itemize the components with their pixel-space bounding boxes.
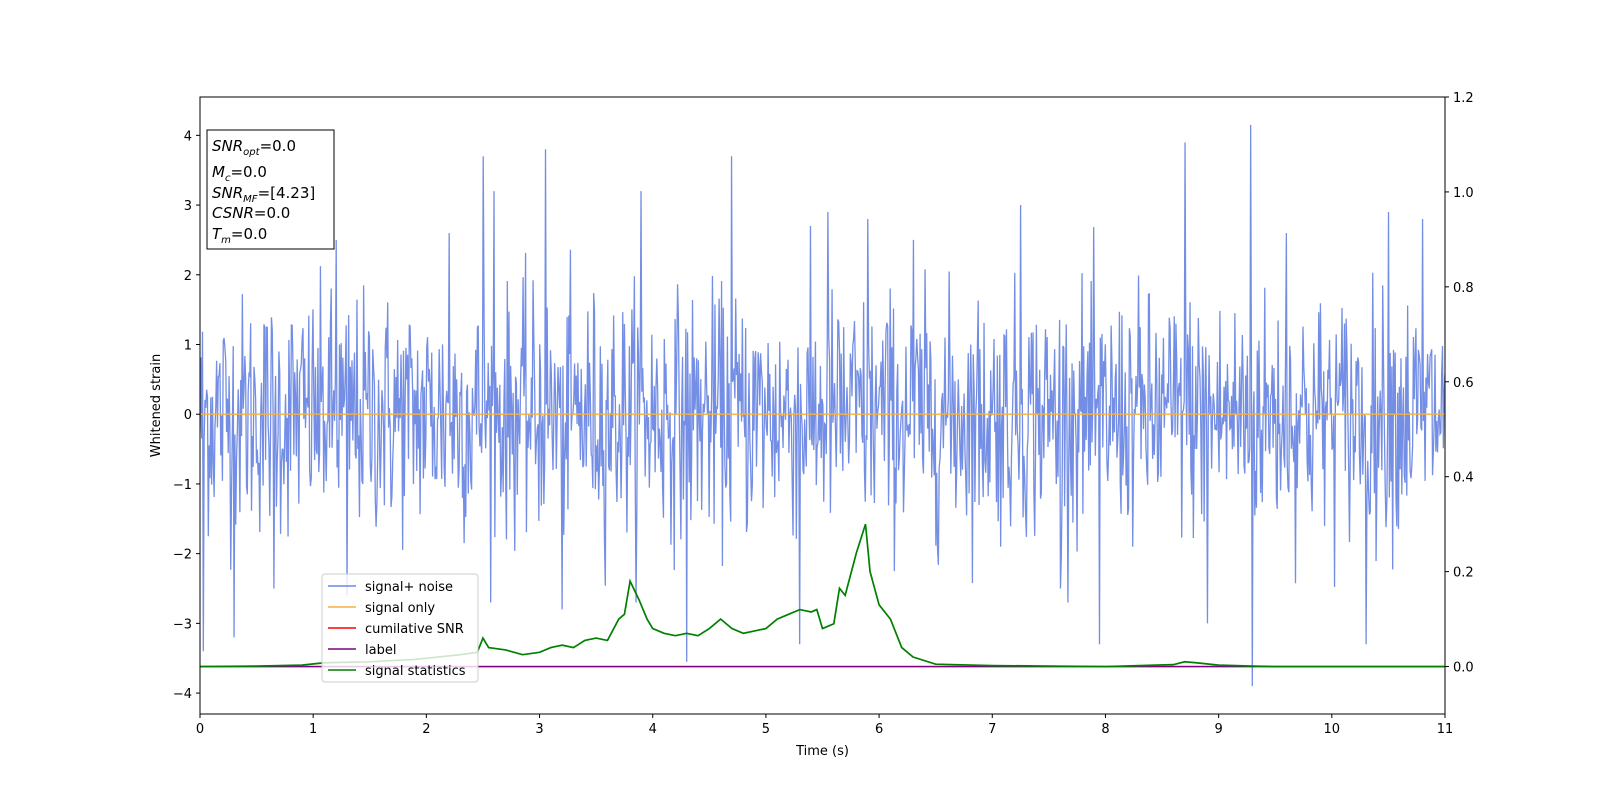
series-line xyxy=(200,523,1445,668)
y2-tick-label: 0.6 xyxy=(1453,376,1474,391)
y-tick-label: 3 xyxy=(184,199,192,214)
y2-tick-label: 1.2 xyxy=(1453,91,1474,106)
axes-frame xyxy=(199,96,1446,715)
y-tick-label: −3 xyxy=(173,617,192,632)
x-tick-label: 11 xyxy=(1437,722,1454,737)
info-line: CSNR=0.0 xyxy=(212,204,290,222)
y-tick-label: 1 xyxy=(184,338,192,353)
y2-tick-label: 0.4 xyxy=(1453,471,1474,486)
series-signal-noise xyxy=(200,124,1445,687)
info-line: Tm=0.0 xyxy=(212,225,267,246)
x-axis-label: Time (s) xyxy=(795,744,849,759)
legend-label: signal+ noise xyxy=(365,580,453,595)
x-tick-label: 4 xyxy=(649,722,657,737)
series-signal-statistics xyxy=(200,523,1445,668)
legend-label: label xyxy=(365,643,396,658)
legend-label: cumilative SNR xyxy=(365,622,464,637)
info-line: Mc=0.0 xyxy=(212,163,267,184)
info-line: SNRopt=0.0 xyxy=(212,137,296,158)
y-tick-label: −2 xyxy=(173,548,192,563)
x-tick-label: 7 xyxy=(988,722,996,737)
noise-line xyxy=(200,124,1445,687)
x-tick-label: 8 xyxy=(1101,722,1109,737)
x-tick-label: 9 xyxy=(1214,722,1222,737)
info-box-frame xyxy=(206,129,335,250)
axes: 0 1 2 3 4 5 6 7 8 9 10 11 −4 −3 −2 −1 0 1 2 3 4 0.0 0.2 0.4 0.6 0… xyxy=(173,91,1474,737)
x-tick-label: 5 xyxy=(762,722,770,737)
y-tick-label: 4 xyxy=(184,129,192,144)
x-tick-label: 0 xyxy=(196,722,204,737)
x-tick-label: 1 xyxy=(309,722,317,737)
y-axis-label: Whitened strain xyxy=(149,354,164,457)
y-tick-label: 0 xyxy=(184,408,192,423)
y2-tick-label: 0.2 xyxy=(1453,566,1474,581)
y-tick-label: −4 xyxy=(173,687,192,702)
legend-label: signal only xyxy=(365,601,435,616)
x-tick-label: 6 xyxy=(875,722,883,737)
legend-label: signal statistics xyxy=(365,664,466,679)
x-tick-label: 10 xyxy=(1324,722,1341,737)
y2-tick-label: 0.8 xyxy=(1453,281,1474,296)
y-tick-label: 2 xyxy=(184,269,192,284)
x-tick-label: 3 xyxy=(535,722,543,737)
x-tick-label: 2 xyxy=(422,722,430,737)
y2-tick-label: 1.0 xyxy=(1453,186,1474,201)
info-line: SNRMF=[4.23] xyxy=(212,184,315,205)
legend: signal+ noise signal only cumilative SNR la… xyxy=(321,573,479,683)
y2-tick-label: 0.0 xyxy=(1453,661,1474,676)
y-tick-label: −1 xyxy=(173,478,192,493)
legend-box xyxy=(321,573,479,683)
